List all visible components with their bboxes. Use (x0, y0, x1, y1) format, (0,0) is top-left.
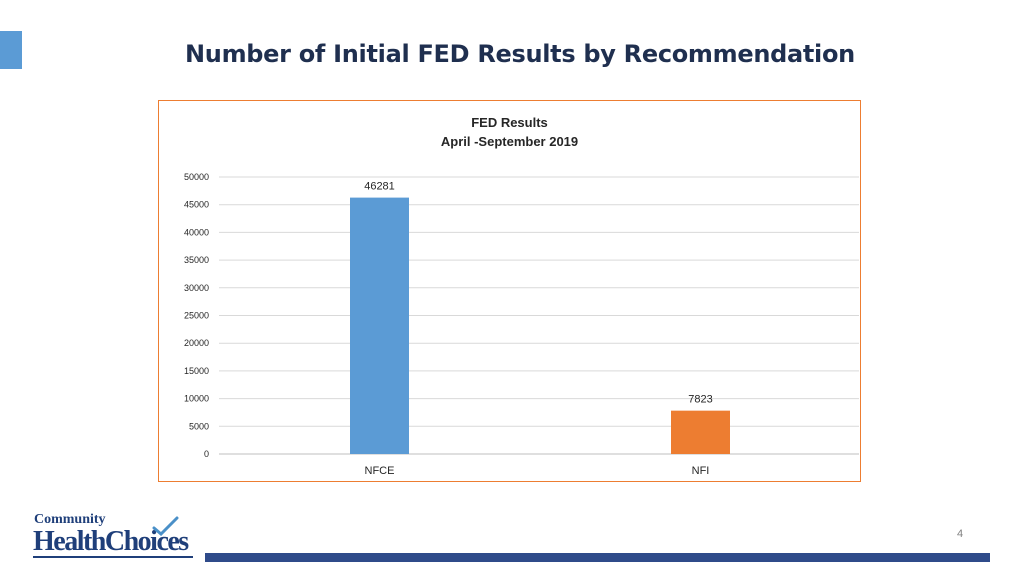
y-tick-label: 40000 (184, 227, 209, 237)
checkmark-icon (152, 516, 179, 536)
chart-subtitle: April -September 2019 (440, 134, 579, 149)
x-category-label: NFI (692, 465, 710, 477)
y-tick-label: 20000 (184, 338, 209, 348)
logo-underline (33, 556, 193, 558)
data-label: 7823 (688, 394, 712, 406)
logo-community-text: Community (34, 512, 106, 527)
y-tick-label: 10000 (184, 394, 209, 404)
y-tick-label: 30000 (184, 283, 209, 293)
y-tick-label: 45000 (184, 200, 209, 210)
y-tick-label: 25000 (184, 311, 209, 321)
data-label: 46281 (364, 181, 395, 193)
bar-nfce (350, 197, 409, 454)
footer-bar (205, 553, 990, 562)
y-tick-label: 5000 (189, 421, 209, 431)
y-tick-label: 15000 (184, 366, 209, 376)
y-tick-label: 50000 (184, 172, 209, 182)
page-number: 4 (956, 528, 964, 540)
bar-nfi (671, 410, 730, 454)
chart-frame: FED Results April -September 2019 0 5000 1… (158, 100, 861, 482)
y-tick-label: 0 (204, 449, 209, 459)
community-healthchoices-logo: Community HealthChoices (33, 512, 198, 562)
x-category-label: NFCE (365, 465, 395, 477)
bar-chart: 0 5000 10000 15000 20000 25000 30000 35000 40000… (184, 172, 859, 477)
chart-title: FED Results (471, 115, 548, 130)
accent-square (0, 31, 22, 69)
slide-title: Number of Initial FED Results by Recomme… (185, 40, 855, 68)
y-tick-label: 35000 (184, 255, 209, 265)
